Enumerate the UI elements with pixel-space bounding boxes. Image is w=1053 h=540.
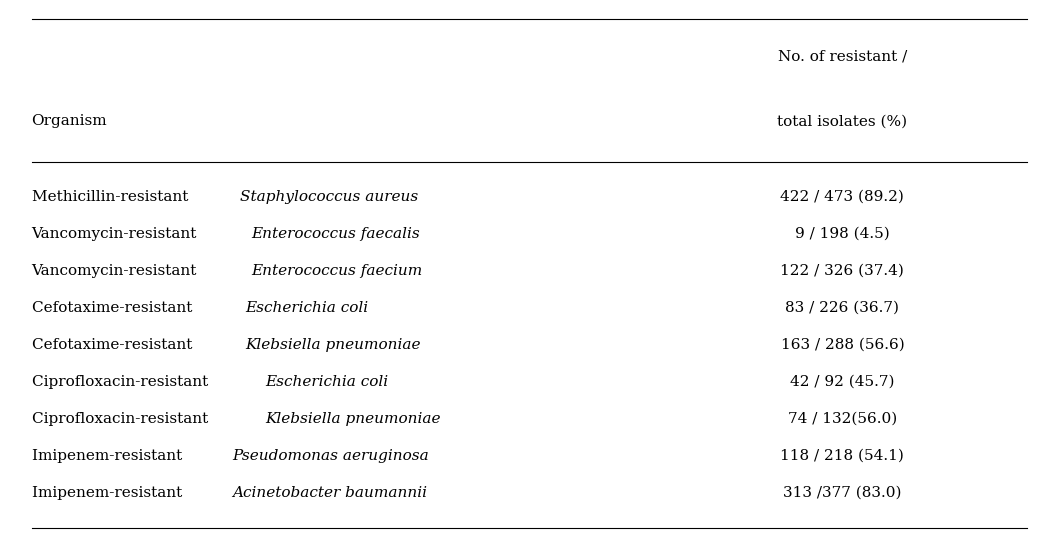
Text: 83 / 226 (36.7): 83 / 226 (36.7) (786, 301, 899, 315)
Text: Imipenem-resistant: Imipenem-resistant (32, 486, 186, 500)
Text: total isolates (%): total isolates (%) (777, 114, 908, 129)
Text: Escherichia coli: Escherichia coli (244, 301, 367, 315)
Text: Cefotaxime-resistant: Cefotaxime-resistant (32, 338, 197, 352)
Text: Staphylococcus aureus: Staphylococcus aureus (240, 190, 418, 204)
Text: Vancomycin-resistant: Vancomycin-resistant (32, 264, 202, 278)
Text: Escherichia coli: Escherichia coli (265, 375, 389, 389)
Text: Organism: Organism (32, 114, 107, 129)
Text: 122 / 326 (37.4): 122 / 326 (37.4) (780, 264, 905, 278)
Text: 163 / 288 (56.6): 163 / 288 (56.6) (780, 338, 905, 352)
Text: Ciprofloxacin-resistant: Ciprofloxacin-resistant (32, 412, 213, 426)
Text: Acinetobacter baumannii: Acinetobacter baumannii (232, 486, 426, 500)
Text: Klebsiella pneumoniae: Klebsiella pneumoniae (244, 338, 420, 352)
Text: Enterococcus faecalis: Enterococcus faecalis (252, 227, 420, 241)
Text: Klebsiella pneumoniae: Klebsiella pneumoniae (265, 412, 441, 426)
Text: Cefotaxime-resistant: Cefotaxime-resistant (32, 301, 197, 315)
Text: Pseudomonas aeruginosa: Pseudomonas aeruginosa (232, 449, 429, 463)
Text: 42 / 92 (45.7): 42 / 92 (45.7) (790, 375, 895, 389)
Text: Ciprofloxacin-resistant: Ciprofloxacin-resistant (32, 375, 213, 389)
Text: Enterococcus faecium: Enterococcus faecium (252, 264, 422, 278)
Text: Imipenem-resistant: Imipenem-resistant (32, 449, 186, 463)
Text: 74 / 132(56.0): 74 / 132(56.0) (788, 412, 897, 426)
Text: 422 / 473 (89.2): 422 / 473 (89.2) (780, 190, 905, 204)
Text: No. of resistant /: No. of resistant / (778, 50, 907, 64)
Text: 118 / 218 (54.1): 118 / 218 (54.1) (780, 449, 905, 463)
Text: Vancomycin-resistant: Vancomycin-resistant (32, 227, 202, 241)
Text: 9 / 198 (4.5): 9 / 198 (4.5) (795, 227, 890, 241)
Text: Methicillin-resistant: Methicillin-resistant (32, 190, 193, 204)
Text: 313 /377 (83.0): 313 /377 (83.0) (783, 486, 901, 500)
